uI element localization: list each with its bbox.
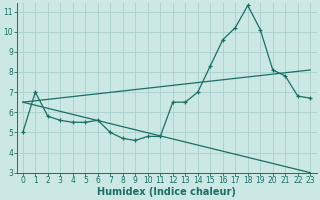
- X-axis label: Humidex (Indice chaleur): Humidex (Indice chaleur): [97, 187, 236, 197]
